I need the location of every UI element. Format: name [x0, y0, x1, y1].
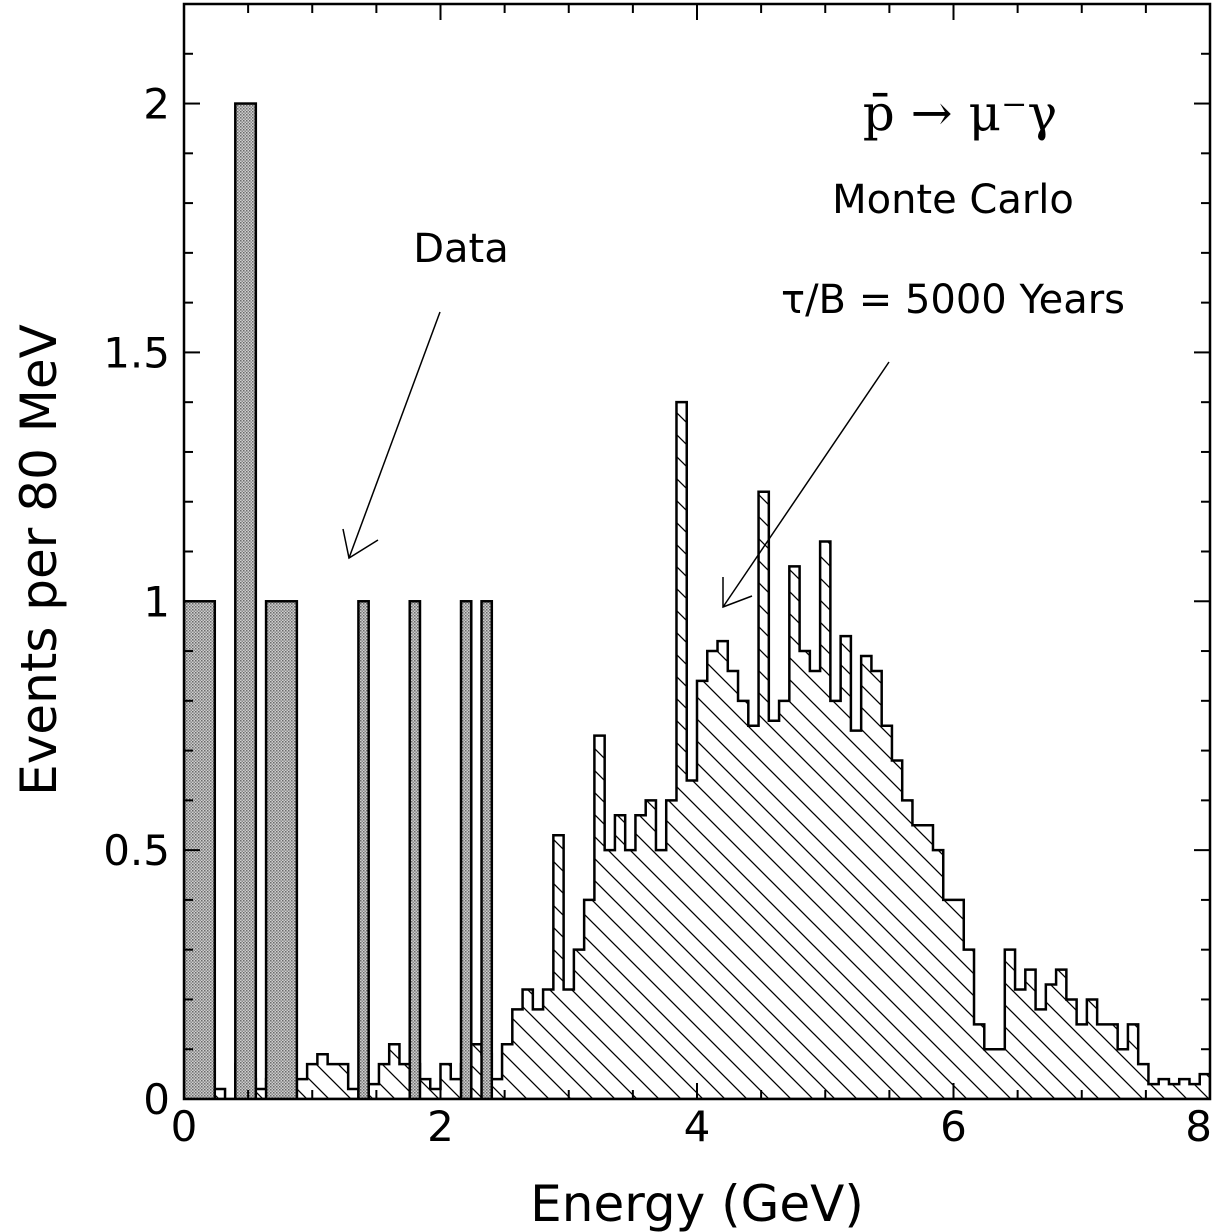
- monte-carlo-arrow: [722, 361, 890, 609]
- x-axis-title: Energy (GeV): [530, 1175, 864, 1232]
- y-tick-label: 0: [143, 1075, 170, 1124]
- y-tick-label: 2: [143, 80, 170, 129]
- x-tick-label: 2: [427, 1102, 454, 1151]
- data-bar-1: [234, 102, 258, 1099]
- data-arrow: [342, 311, 441, 560]
- data-bar-2: [264, 600, 299, 1099]
- y-tick-label: 1.5: [103, 328, 170, 377]
- x-tick-label: 0: [171, 1102, 198, 1151]
- x-tick-label: 4: [684, 1102, 711, 1151]
- data-bar-3: [357, 600, 370, 1099]
- data-bar-4: [408, 600, 422, 1099]
- tick-labels: 0 2 4 6 8 0 0.5 1 1.5 2: [103, 80, 1212, 1151]
- monte-carlo-label: Monte Carlo: [832, 177, 1074, 223]
- y-tick-label: 1: [143, 577, 170, 626]
- data-bar-6: [480, 600, 494, 1099]
- x-tick-label: 8: [1185, 1102, 1212, 1151]
- y-tick-label: 0.5: [103, 826, 170, 875]
- mc-histogram-area: [184, 400, 1210, 1099]
- y-axis-title: Events per 80 MeV: [10, 324, 68, 796]
- reaction-label: p̄ → μ⁻γ: [863, 84, 1057, 142]
- data-label: Data: [413, 226, 509, 272]
- axis-ticks: [183, 3, 1211, 1100]
- x-tick-label: 6: [940, 1102, 967, 1151]
- lifetime-label: τ/B = 5000 Years: [781, 277, 1125, 323]
- data-bar-5: [459, 600, 473, 1099]
- monte-carlo-histogram: [184, 400, 1210, 1099]
